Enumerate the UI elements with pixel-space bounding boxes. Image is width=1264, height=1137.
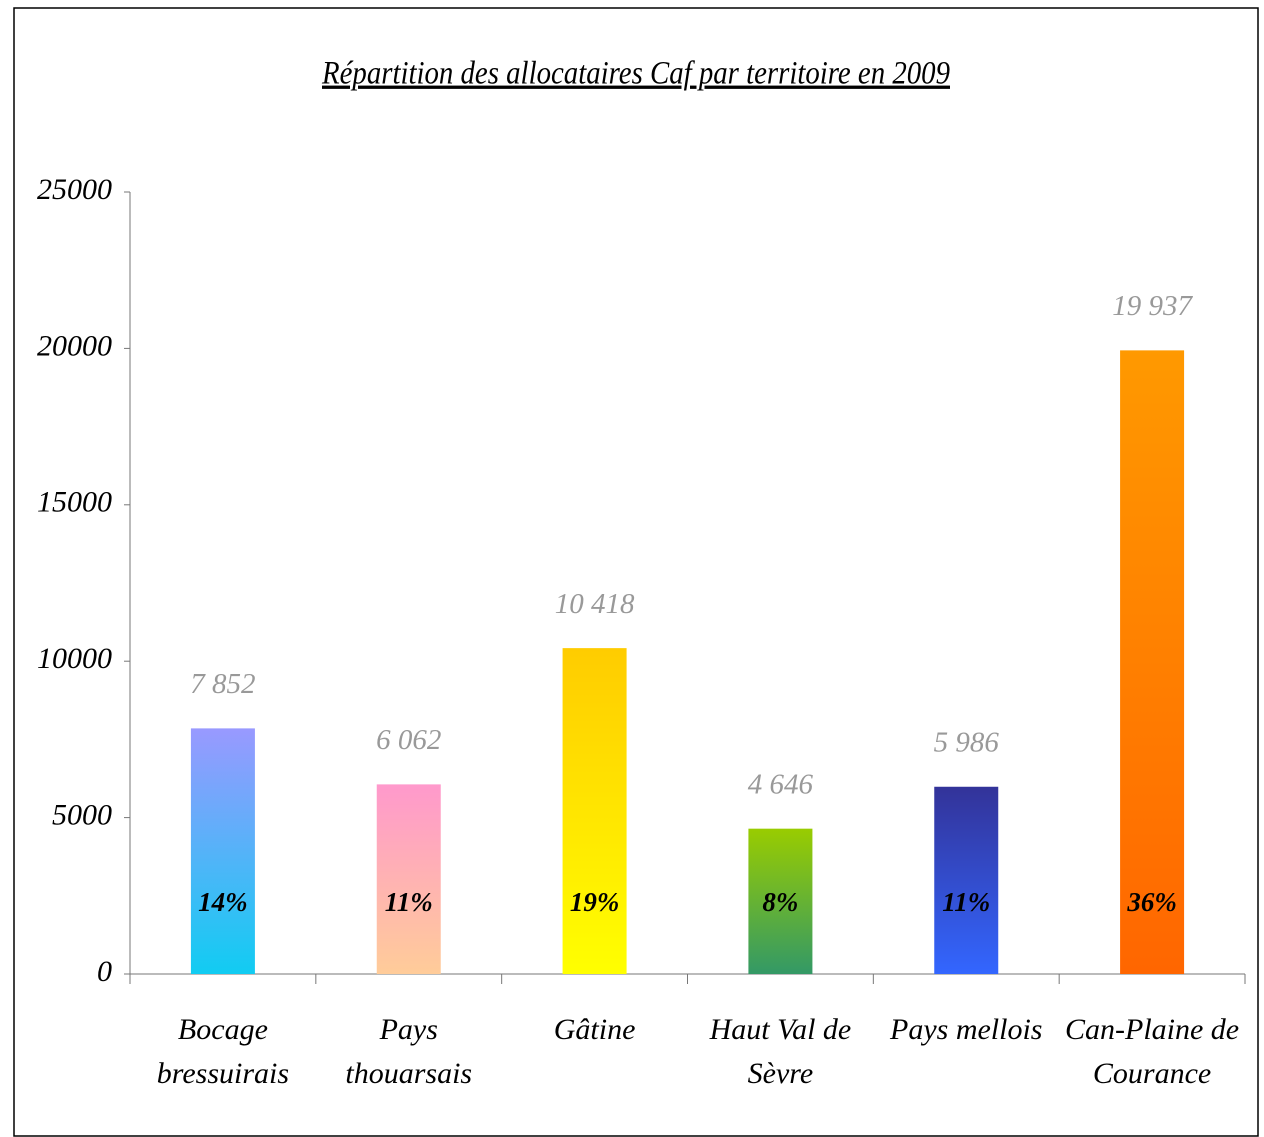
y-tick-label: 25000 <box>37 173 112 206</box>
x-tick-label: Bocage bressuirais <box>157 1013 289 1090</box>
share-label: 19% <box>570 887 620 917</box>
x-tick-label: Pays thouarsais <box>345 1013 472 1090</box>
share-label: 36% <box>1126 887 1177 917</box>
y-tick-label: 5000 <box>52 798 112 831</box>
value-label: 7 852 <box>190 668 255 700</box>
value-label: 19 937 <box>1112 290 1193 322</box>
chart-title: Répartition des allocataires Caf par ter… <box>321 56 950 92</box>
bar <box>748 828 813 974</box>
x-tick-label: Gâtine <box>554 1013 636 1046</box>
x-tick-label: Haut Val de Sèvre <box>709 1013 852 1090</box>
y-tick-label: 0 <box>97 955 112 988</box>
y-tick-label: 15000 <box>37 486 112 519</box>
x-tick-label: Can-Plaine de Courance <box>1065 1013 1239 1090</box>
share-label: 8% <box>762 887 798 917</box>
share-label: 11% <box>385 887 433 917</box>
bar <box>190 728 255 974</box>
bar <box>1120 350 1185 975</box>
value-label: 4 646 <box>748 768 814 800</box>
bar <box>934 786 999 974</box>
bar <box>562 648 627 974</box>
share-label: 14% <box>198 887 248 917</box>
share-label: 11% <box>942 887 990 917</box>
y-tick-label: 10000 <box>37 642 112 675</box>
bar <box>376 784 441 974</box>
value-label: 5 986 <box>934 726 1000 758</box>
value-label: 10 418 <box>555 588 635 620</box>
value-label: 6 062 <box>376 724 441 756</box>
x-tick-label: Pays mellois <box>889 1013 1042 1046</box>
y-tick-label: 20000 <box>37 329 112 362</box>
